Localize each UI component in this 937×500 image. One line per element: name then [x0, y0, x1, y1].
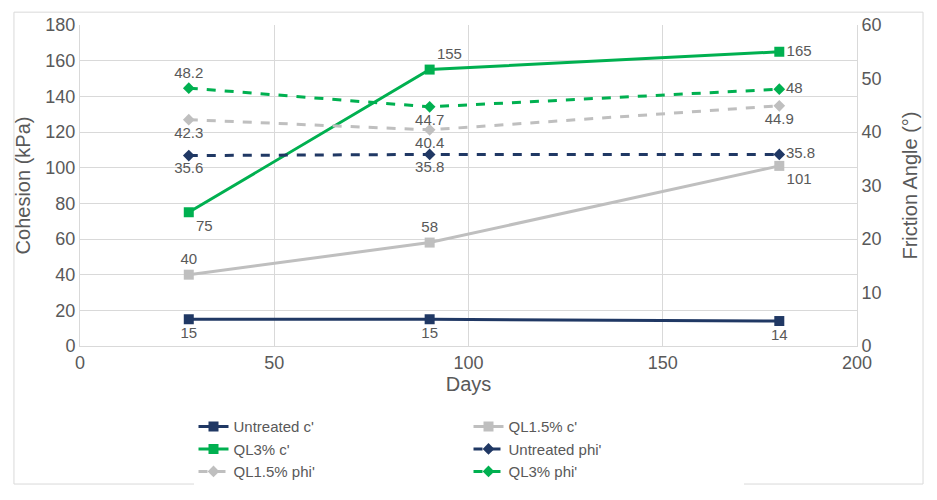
svg-text:101: 101: [787, 170, 812, 187]
svg-text:140: 140: [45, 87, 75, 107]
svg-text:80: 80: [55, 194, 75, 214]
svg-text:155: 155: [437, 45, 462, 62]
svg-text:200: 200: [842, 353, 872, 373]
svg-text:10: 10: [862, 283, 882, 303]
svg-text:100: 100: [453, 353, 483, 373]
svg-text:60: 60: [55, 229, 75, 249]
svg-text:180: 180: [45, 15, 75, 35]
svg-text:48.2: 48.2: [174, 64, 203, 81]
svg-text:35.8: 35.8: [786, 144, 815, 161]
svg-text:QL1.5% phi': QL1.5% phi': [234, 463, 315, 480]
svg-text:58: 58: [421, 218, 438, 235]
svg-text:40: 40: [862, 122, 882, 142]
svg-text:QL1.5% c': QL1.5% c': [509, 418, 578, 435]
svg-text:75: 75: [196, 217, 213, 234]
svg-text:Cohesion (kPa): Cohesion (kPa): [12, 117, 34, 255]
svg-text:160: 160: [45, 51, 75, 71]
svg-text:30: 30: [862, 176, 882, 196]
svg-text:QL3% phi': QL3% phi': [509, 463, 578, 480]
svg-text:15: 15: [180, 324, 197, 341]
svg-text:120: 120: [45, 122, 75, 142]
svg-text:Days: Days: [446, 373, 492, 395]
svg-text:35.8: 35.8: [415, 158, 444, 175]
svg-text:60: 60: [862, 15, 882, 35]
svg-text:150: 150: [648, 353, 678, 373]
svg-text:QL3% c': QL3% c': [234, 441, 290, 458]
svg-text:20: 20: [55, 301, 75, 321]
svg-text:40: 40: [55, 265, 75, 285]
svg-text:50: 50: [264, 353, 284, 373]
svg-text:35.6: 35.6: [174, 159, 203, 176]
svg-text:0: 0: [75, 353, 85, 373]
svg-text:42.3: 42.3: [174, 124, 203, 141]
svg-text:44.7: 44.7: [415, 111, 444, 128]
svg-text:50: 50: [862, 69, 882, 89]
svg-text:48: 48: [786, 79, 803, 96]
svg-text:0: 0: [65, 336, 75, 356]
svg-text:Untreated phi': Untreated phi': [509, 441, 602, 458]
svg-text:40: 40: [180, 250, 197, 267]
svg-text:100: 100: [45, 158, 75, 178]
svg-text:165: 165: [787, 42, 812, 59]
svg-text:40.4: 40.4: [415, 134, 444, 151]
svg-text:20: 20: [862, 229, 882, 249]
svg-text:14: 14: [771, 326, 788, 343]
svg-text:Friction Angle (°): Friction Angle (°): [899, 111, 921, 259]
svg-text:44.9: 44.9: [765, 110, 794, 127]
svg-text:0: 0: [862, 336, 872, 356]
svg-text:Untreated c': Untreated c': [234, 418, 315, 435]
svg-text:15: 15: [421, 324, 438, 341]
